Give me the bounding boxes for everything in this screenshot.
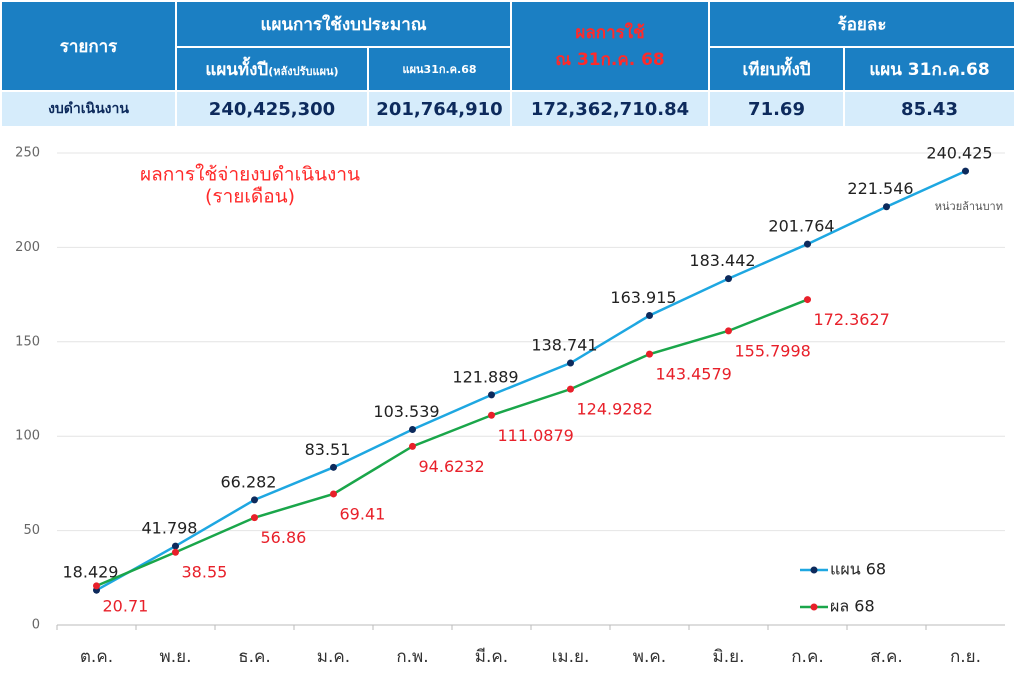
point: [330, 463, 337, 471]
data-label: 18.429: [63, 563, 119, 582]
x-tick-label: มี.ค.: [475, 647, 508, 667]
legend-label: แผน 68: [830, 560, 886, 579]
x-tick-label: เม.ย.: [552, 647, 590, 667]
legend-label: ผล 68: [830, 597, 875, 616]
x-tick-label: ก.ค.: [791, 647, 823, 667]
point: [488, 391, 495, 399]
y-tick-label: 250: [15, 146, 40, 161]
data-label: 201.764: [768, 217, 834, 236]
data-label: 103.539: [373, 402, 439, 421]
data-label: 41.798: [142, 519, 198, 538]
point: [883, 203, 890, 211]
cell: 201,764,910: [366, 90, 513, 128]
header-cell: รายการ: [0, 0, 177, 92]
header-cell: แผน 31ก.ค.68: [843, 46, 1014, 92]
header-cell: แผนการใช้งบประมาณ: [174, 0, 513, 48]
data-label: 56.86: [261, 528, 307, 547]
data-label: 20.71: [103, 596, 149, 615]
point: [93, 582, 100, 590]
header-note: (หลังปรับแผน): [268, 64, 339, 78]
series-line: [95, 169, 967, 592]
cell: 172,362,710.84: [510, 90, 711, 128]
legend-marker: [810, 603, 818, 611]
data-label: 66.282: [221, 472, 277, 491]
cell: 71.69: [708, 90, 846, 128]
point: [567, 385, 574, 393]
x-tick-label: ก.พ.: [396, 647, 428, 667]
data-label: 121.889: [452, 367, 518, 386]
cell: 85.43: [843, 90, 1014, 128]
data-label: 94.6232: [419, 457, 485, 476]
x-tick-label: ม.ค.: [317, 647, 350, 667]
x-tick-label: พ.ค.: [633, 647, 666, 667]
data-label: 138.741: [531, 336, 597, 355]
x-tick-label: ส.ค.: [870, 647, 903, 667]
x-tick-label: มิ.ย.: [713, 647, 745, 667]
header-text: แผนทั้งปี: [205, 59, 269, 80]
data-label: 155.7998: [735, 341, 811, 360]
chart-title: ผลการใช้จ่ายงบดำเนินงาน: [140, 164, 360, 186]
point: [725, 275, 732, 283]
data-label: 240.425: [926, 144, 992, 163]
y-tick-label: 100: [15, 429, 40, 444]
data-label: 183.442: [689, 251, 755, 270]
chart: ผลการใช้จ่ายงบดำเนินงาน (รายเดือน) หน่วย…: [15, 144, 1005, 667]
row-label: งบดำเนินงาน: [0, 90, 177, 128]
y-tick-label: 50: [23, 523, 40, 538]
point: [725, 327, 732, 335]
data-label: 172.3627: [814, 310, 890, 329]
point: [567, 359, 574, 367]
point: [804, 240, 811, 248]
point: [330, 490, 337, 498]
header-cell: แผนทั้งปี(หลังปรับแผน): [175, 46, 369, 92]
data-label: 111.0879: [498, 426, 574, 445]
header-cell: แผน31ก.ค.68: [366, 46, 513, 92]
x-tick-label: ก.ย.: [950, 647, 981, 667]
summary-table: รายการ แผนการใช้งบประมาณ ผลการใช้ณ 31ก.ค…: [0, 0, 1014, 128]
point: [488, 411, 495, 419]
y-tick-label: 200: [15, 240, 40, 255]
data-label: 83.51: [305, 440, 351, 459]
chart-subtitle: (รายเดือน): [205, 186, 295, 208]
data-label: 221.546: [847, 179, 913, 198]
point: [804, 296, 811, 304]
series-line: [96, 298, 808, 588]
unit-note: หน่วยล้านบาท: [935, 200, 1003, 213]
data-label: 38.55: [182, 563, 228, 582]
header-line: ณ 31ก.ค. 68: [555, 50, 665, 70]
header-cell: ผลการใช้ณ 31ก.ค. 68: [510, 0, 711, 92]
data-label: 124.9282: [577, 400, 653, 419]
cell: 240,425,300: [175, 90, 369, 128]
point: [251, 514, 258, 522]
y-tick-label: 150: [15, 334, 40, 349]
point: [646, 312, 653, 320]
point: [646, 350, 653, 358]
header-line: ผลการใช้: [575, 23, 645, 43]
x-tick-label: ธ.ค.: [238, 647, 271, 667]
data-label: 143.4579: [656, 365, 732, 384]
point: [172, 548, 179, 556]
point: [172, 542, 179, 550]
legend-marker: [810, 566, 818, 574]
data-label: 69.41: [340, 504, 386, 523]
header-cell: ร้อยละ: [708, 0, 1014, 48]
y-tick-label: 0: [32, 618, 40, 633]
point: [409, 426, 416, 434]
x-tick-label: พ.ย.: [160, 647, 192, 667]
point: [962, 167, 969, 175]
data-label: 163.915: [610, 288, 676, 307]
point: [251, 496, 258, 504]
point: [409, 442, 416, 450]
x-tick-label: ต.ค.: [80, 647, 113, 667]
header-cell: เทียบทั้งปี: [708, 46, 846, 92]
